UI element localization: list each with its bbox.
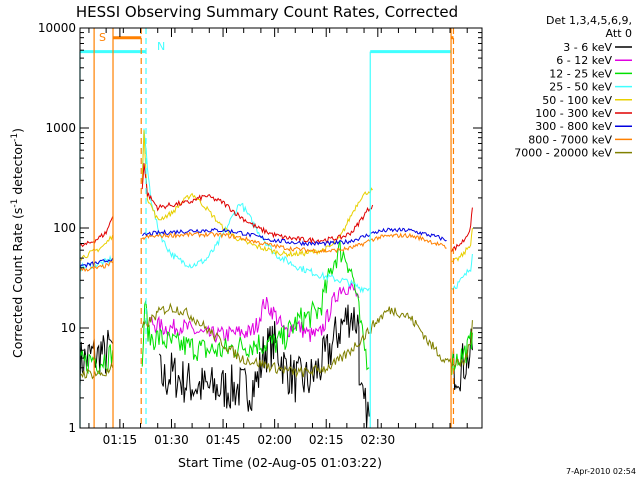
legend-label-4: 50 - 100 keV [542,94,612,107]
saa-annotation: S [99,31,106,44]
legend-header-attenuator: Att 0 [606,27,632,40]
x-tick-label-02:00: 02:00 [257,433,292,447]
x-tick-label-02:30: 02:30 [361,433,396,447]
y-tick-label-10000: 10000 [38,21,76,35]
legend-header-detectors: Det 1,3,4,5,6,9, [546,14,632,27]
series-line-12-25-keV [80,241,473,376]
legend-label-2: 12 - 25 keV [549,67,612,80]
chart-title: HESSI Observing Summary Count Rates, Cor… [76,3,458,21]
y-axis-label: Corrected Count Rate (s-1 detector-1) [10,128,25,358]
series-line-800-7000-keV [80,231,447,272]
y-tick-label-1000: 1000 [45,121,76,135]
series-line-100-300-keV [80,163,473,252]
series-line-7000-20000-keV [80,302,473,380]
legend-label-1: 6 - 12 keV [556,54,612,67]
series-line-300-800-keV [80,227,447,268]
y-tick-label-100: 100 [53,221,76,235]
legend-label-7: 800 - 7000 keV [528,133,612,146]
legend-label-8: 7000 - 20000 keV [514,147,612,160]
axes: 1 10 100 1000 10000 01:15 01:30 01:45 02:00 02:15… [38,21,483,447]
series-line-25-50-keV [80,128,473,294]
legend-label-0: 3 - 6 keV [563,41,612,54]
x-tick-label-01:15: 01:15 [103,433,138,447]
series-line-6-12-keV [148,282,360,343]
x-tick-label-02:15: 02:15 [309,433,344,447]
legend-label-5: 100 - 300 keV [535,107,612,120]
x-tick-label-01:45: 01:45 [206,433,241,447]
night-annotation: N [157,40,165,53]
plot-area [80,128,473,428]
x-tick-label-01:30: 01:30 [154,433,189,447]
y-tick-label-1: 1 [68,421,76,435]
x-axis-label: Start Time (02-Aug-05 01:03:22) [178,455,382,470]
generation-timestamp: 7-Apr-2010 02:54 [566,467,636,476]
legend-label-6: 300 - 800 keV [535,120,612,133]
series-line-50-100-keV [80,130,473,263]
y-tick-label-10: 10 [61,321,76,335]
legend-label-3: 25 - 50 keV [549,81,612,94]
